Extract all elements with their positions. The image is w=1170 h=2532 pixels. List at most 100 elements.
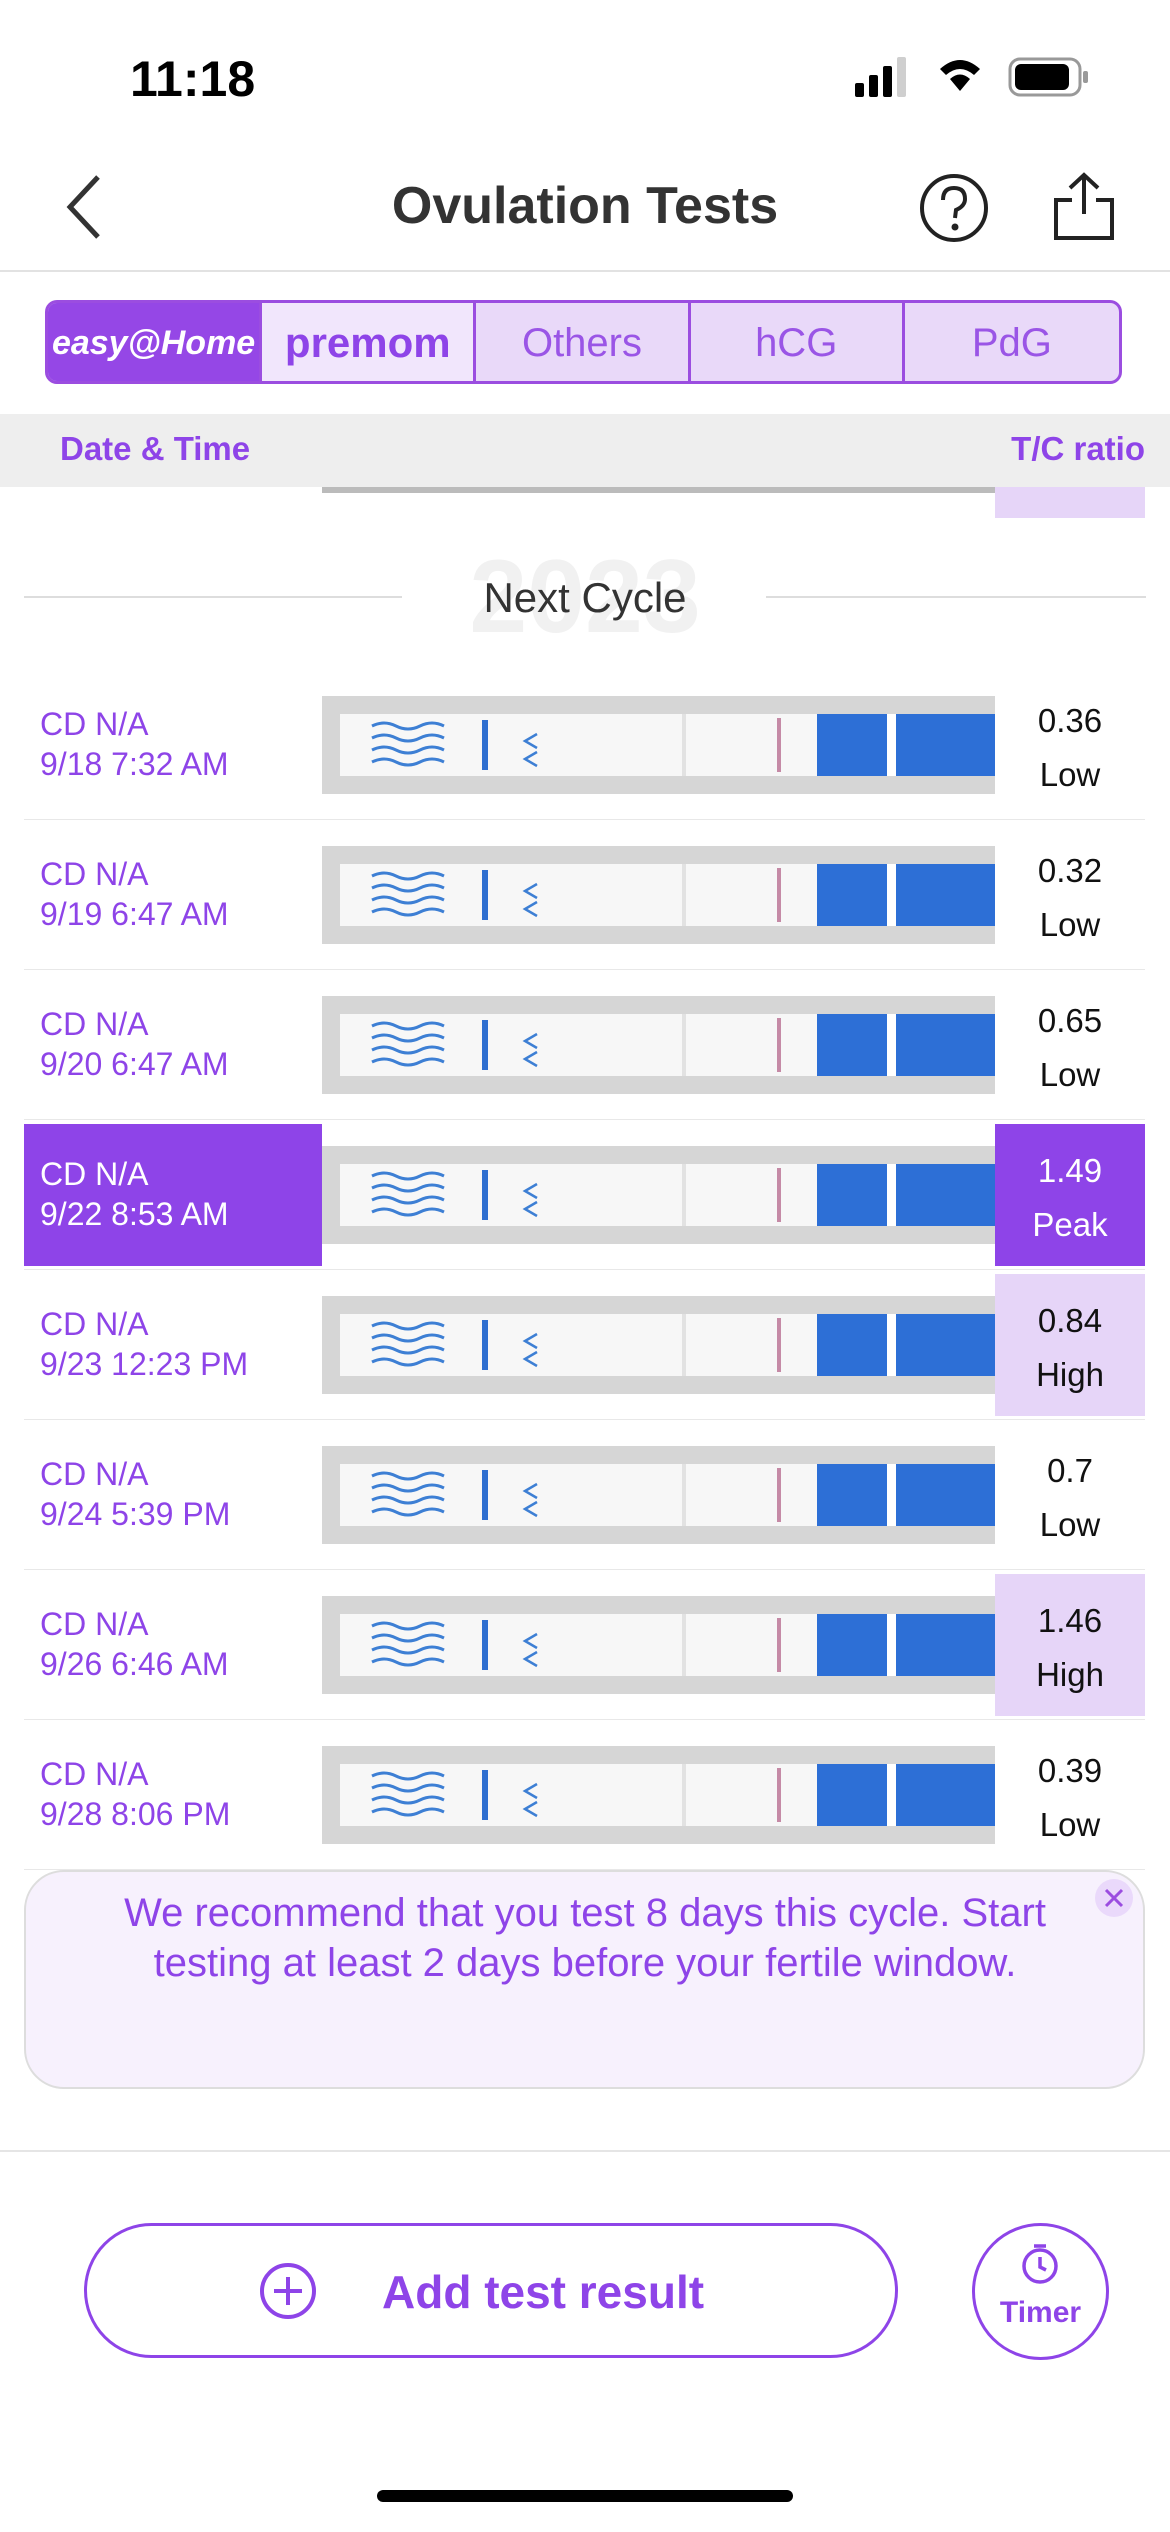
tc-ratio: 1.49 (1037, 1152, 1103, 1189)
ratio-highlight (995, 1274, 1145, 1416)
home-indicator (377, 2490, 793, 2502)
test-row[interactable]: CD N/A 9/26 6:46 AM 1.46 High (0, 1570, 1170, 1720)
row-divider (24, 1869, 1145, 1870)
test-strip (322, 1446, 995, 1544)
year-watermark: 2023 (469, 539, 701, 655)
status-icons (855, 57, 1088, 97)
tc-ratio: 0.32 (1037, 852, 1103, 889)
tab[interactable]: premom (262, 303, 477, 381)
test-strip-photo (322, 996, 995, 1094)
tc-ratio: 0.7 (1047, 1452, 1093, 1489)
add-icon (260, 2263, 316, 2319)
ratio-highlight (995, 1124, 1145, 1266)
row-divider (24, 969, 1145, 970)
add-result-button[interactable] (84, 2223, 898, 2358)
test-row[interactable]: CD N/A 9/22 8:53 AM 1.49 Peak (0, 1120, 1170, 1270)
lh-level: Low (1039, 756, 1101, 793)
timer-icon (1022, 2244, 1058, 2284)
ratio-highlight (995, 1574, 1145, 1716)
tab[interactable]: hCG (691, 303, 905, 381)
tab-bar: easy@Home premom Others hCG PdG (45, 300, 1122, 384)
header-date: Date & Time (60, 430, 251, 467)
status-time: 11:18 (130, 51, 256, 107)
test-strip-photo (322, 846, 995, 944)
lh-level: High (1036, 1656, 1104, 1693)
close-banner[interactable] (1094, 1878, 1134, 1918)
tab[interactable]: Others (476, 303, 691, 381)
divider (0, 270, 1170, 272)
help-button[interactable] (918, 172, 990, 244)
cycle-day: CD N/A (40, 706, 149, 742)
test-strip (322, 996, 995, 1094)
test-strip (322, 846, 995, 944)
strip-fragment (322, 487, 995, 493)
test-strip-photo (322, 1596, 995, 1694)
tab[interactable]: easy@Home (48, 303, 263, 381)
test-strip-photo (322, 696, 995, 794)
test-date: 9/23 12:23 PM (40, 1346, 249, 1382)
share-button[interactable] (1050, 170, 1118, 242)
tc-ratio: 0.36 (1037, 702, 1103, 739)
lh-level: Peak (1032, 1206, 1108, 1243)
tc-ratio: 0.65 (1037, 1002, 1103, 1039)
cycle-day: CD N/A (40, 1156, 149, 1192)
lh-level: High (1036, 1356, 1104, 1393)
ratio-fragment (995, 487, 1145, 518)
recommendation-banner (24, 1870, 1145, 2089)
section-line (24, 596, 402, 598)
section-title: Next Cycle (483, 574, 687, 621)
test-row[interactable]: CD N/A 9/18 7:32 AM 0.36 Low (0, 670, 1170, 820)
cycle-day: CD N/A (40, 1606, 149, 1642)
cycle-day: CD N/A (40, 1456, 149, 1492)
test-date: 9/24 5:39 PM (40, 1496, 231, 1532)
divider (0, 2150, 1170, 2152)
row-divider (24, 1269, 1145, 1270)
cycle-day: CD N/A (40, 856, 149, 892)
lh-level: Low (1039, 1506, 1101, 1543)
test-row[interactable]: CD N/A 9/19 6:47 AM 0.32 Low (0, 820, 1170, 970)
test-strip-photo (322, 1746, 995, 1844)
tc-ratio: 0.84 (1037, 1302, 1103, 1339)
section-line (766, 596, 1146, 598)
row-divider (24, 1569, 1145, 1570)
add-result-label: Add test result (382, 2266, 705, 2318)
test-strip (322, 1146, 995, 1244)
test-date: 9/26 6:46 AM (40, 1646, 229, 1682)
header-ratio: T/C ratio (1011, 430, 1145, 467)
table-header (0, 414, 1170, 487)
test-row[interactable]: CD N/A 9/20 6:47 AM 0.65 Low (0, 970, 1170, 1120)
lh-level: Low (1039, 906, 1101, 943)
lh-level: Low (1039, 1056, 1101, 1093)
test-strip (322, 1296, 995, 1394)
timer-button[interactable] (972, 2223, 1109, 2360)
test-date: 9/22 8:53 AM (40, 1196, 229, 1232)
test-strip-photo (322, 1146, 995, 1244)
row-divider (24, 1719, 1145, 1720)
row-divider (24, 1419, 1145, 1420)
banner-text: We recommend that you test 8 days this c… (124, 1891, 1046, 1985)
test-strip (322, 1596, 995, 1694)
test-date: 9/19 6:47 AM (40, 896, 229, 932)
row-divider (24, 819, 1145, 820)
test-strip (322, 1746, 995, 1844)
cycle-day: CD N/A (40, 1306, 149, 1342)
test-strip (322, 696, 995, 794)
test-strip-photo (322, 1446, 995, 1544)
back-button[interactable] (60, 172, 110, 242)
row-divider (24, 1119, 1145, 1120)
test-strip-photo (322, 1296, 995, 1394)
cycle-day: CD N/A (40, 1006, 149, 1042)
test-date: 9/18 7:32 AM (40, 746, 229, 782)
test-date: 9/28 8:06 PM (40, 1796, 231, 1832)
test-date: 9/20 6:47 AM (40, 1046, 229, 1082)
lh-level: Low (1039, 1806, 1101, 1843)
test-row[interactable]: CD N/A 9/23 12:23 PM 0.84 High (0, 1270, 1170, 1420)
tc-ratio: 0.39 (1037, 1752, 1103, 1789)
test-row[interactable]: CD N/A 9/28 8:06 PM 0.39 Low (0, 1720, 1170, 1870)
nav-title: Ovulation Tests (391, 177, 779, 235)
cycle-day: CD N/A (40, 1756, 149, 1792)
tab[interactable]: PdG (971, 320, 1052, 365)
timer-label: Timer (999, 2296, 1082, 2329)
test-row[interactable]: CD N/A 9/24 5:39 PM 0.7 Low (0, 1420, 1170, 1570)
